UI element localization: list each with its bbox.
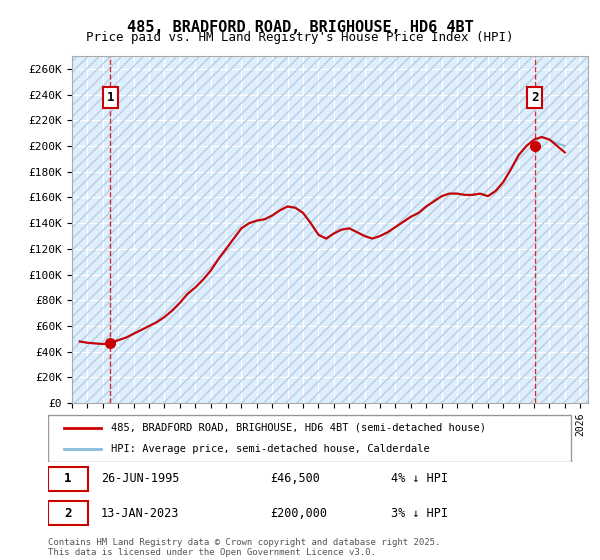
FancyBboxPatch shape <box>48 416 571 461</box>
FancyBboxPatch shape <box>48 466 88 491</box>
Text: £46,500: £46,500 <box>270 473 320 486</box>
Text: 485, BRADFORD ROAD, BRIGHOUSE, HD6 4BT: 485, BRADFORD ROAD, BRIGHOUSE, HD6 4BT <box>127 20 473 35</box>
FancyBboxPatch shape <box>48 501 88 525</box>
Text: 26-JUN-1995: 26-JUN-1995 <box>101 473 179 486</box>
Text: 1: 1 <box>106 91 114 104</box>
Text: £200,000: £200,000 <box>270 507 327 520</box>
Text: 2: 2 <box>531 91 538 104</box>
Text: 1: 1 <box>64 473 71 486</box>
Text: 4% ↓ HPI: 4% ↓ HPI <box>391 473 448 486</box>
Text: 2: 2 <box>64 507 71 520</box>
Text: 485, BRADFORD ROAD, BRIGHOUSE, HD6 4BT (semi-detached house): 485, BRADFORD ROAD, BRIGHOUSE, HD6 4BT (… <box>112 423 487 433</box>
Text: HPI: Average price, semi-detached house, Calderdale: HPI: Average price, semi-detached house,… <box>112 444 430 454</box>
Text: 3% ↓ HPI: 3% ↓ HPI <box>391 507 448 520</box>
Text: Price paid vs. HM Land Registry's House Price Index (HPI): Price paid vs. HM Land Registry's House … <box>86 31 514 44</box>
Text: Contains HM Land Registry data © Crown copyright and database right 2025.
This d: Contains HM Land Registry data © Crown c… <box>48 538 440 557</box>
Text: 13-JAN-2023: 13-JAN-2023 <box>101 507 179 520</box>
